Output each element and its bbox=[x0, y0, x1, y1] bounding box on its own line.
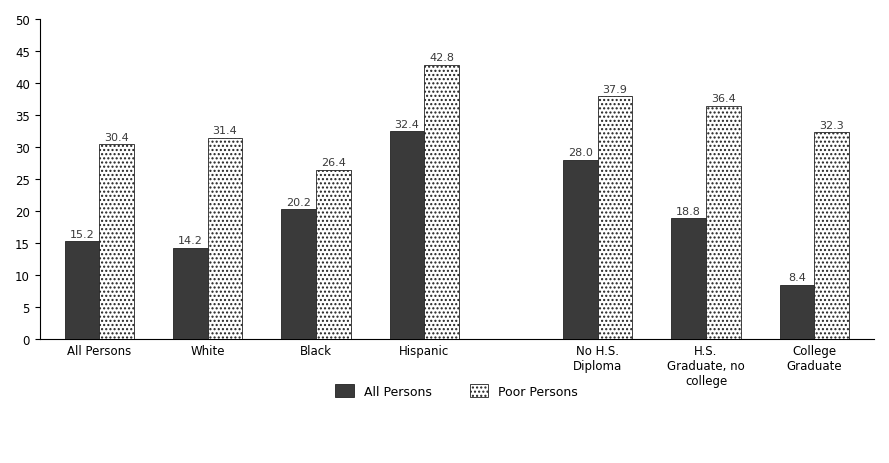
Bar bbox=[424, 66, 459, 339]
Bar bbox=[671, 219, 706, 339]
Text: 28.0: 28.0 bbox=[568, 148, 593, 158]
Bar bbox=[706, 106, 741, 339]
Legend: All Persons, Poor Persons: All Persons, Poor Persons bbox=[331, 379, 583, 403]
Bar bbox=[207, 138, 242, 339]
Text: 14.2: 14.2 bbox=[178, 236, 203, 246]
Bar bbox=[563, 160, 597, 339]
Text: 18.8: 18.8 bbox=[677, 206, 701, 216]
Text: 32.4: 32.4 bbox=[395, 119, 420, 130]
Bar bbox=[597, 97, 632, 339]
Bar bbox=[100, 145, 134, 339]
Bar bbox=[389, 132, 424, 339]
Bar bbox=[172, 248, 207, 339]
Text: 31.4: 31.4 bbox=[212, 126, 237, 136]
Text: 36.4: 36.4 bbox=[711, 94, 736, 104]
Text: 42.8: 42.8 bbox=[429, 53, 454, 63]
Text: 8.4: 8.4 bbox=[789, 273, 806, 283]
Bar bbox=[814, 133, 849, 339]
Bar bbox=[281, 210, 316, 339]
Bar bbox=[65, 242, 100, 339]
Bar bbox=[780, 285, 814, 339]
Text: 37.9: 37.9 bbox=[603, 85, 628, 94]
Text: 20.2: 20.2 bbox=[286, 197, 311, 207]
Text: 26.4: 26.4 bbox=[321, 158, 346, 168]
Text: 30.4: 30.4 bbox=[104, 132, 129, 143]
Text: 32.3: 32.3 bbox=[820, 120, 845, 130]
Text: 15.2: 15.2 bbox=[69, 229, 94, 239]
Bar bbox=[316, 170, 350, 339]
